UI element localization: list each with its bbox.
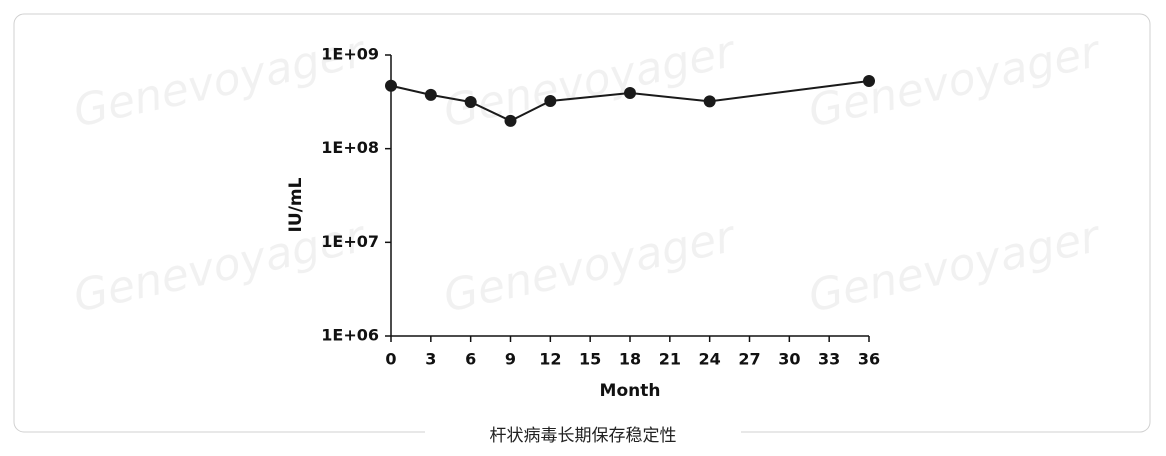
data-point <box>424 88 437 101</box>
watermarks: Genevoyager Genevoyager Genevoyager Gene… <box>69 26 1106 323</box>
x-tick-label: 9 <box>505 350 516 369</box>
data-point <box>385 79 397 92</box>
watermark: Genevoyager <box>69 211 371 323</box>
x-tick-label: 3 <box>425 350 436 369</box>
x-tick-label: 21 <box>659 350 681 369</box>
x-tick-label: 18 <box>619 350 641 369</box>
x-tick-label: 24 <box>699 350 721 369</box>
watermark: Genevoyager <box>439 211 741 323</box>
x-tick-label: 36 <box>858 350 880 369</box>
x-tick-label: 30 <box>778 350 800 369</box>
data-point <box>624 86 636 99</box>
x-tick-label: 15 <box>579 350 601 369</box>
x-tick-label: 6 <box>465 350 476 369</box>
series-line <box>390 79 870 122</box>
data-point <box>464 95 477 108</box>
x-tick-label: 33 <box>818 350 840 369</box>
x-tick-label: 27 <box>738 350 760 369</box>
data-point <box>544 94 557 107</box>
caption-backdrop <box>425 426 741 446</box>
y-tick-label: 1E+06 <box>321 326 379 345</box>
data-point <box>863 74 875 87</box>
y-tick-label: 1E+09 <box>321 45 379 64</box>
x-axis-title: Month <box>600 381 661 401</box>
watermark: Genevoyager <box>804 26 1106 138</box>
y-tick-label: 1E+08 <box>321 138 379 157</box>
watermark: Genevoyager <box>804 211 1106 323</box>
x-tick-label: 12 <box>539 350 561 369</box>
y-axis-title: IU/mL <box>286 177 306 232</box>
y-tick-label: 1E+07 <box>321 232 379 251</box>
chart-title: 杆状病毒长期保存稳定性 <box>490 426 677 446</box>
watermark: Genevoyager <box>69 26 371 138</box>
watermark: Genevoyager <box>439 26 741 138</box>
data-point <box>504 114 517 127</box>
data-point <box>703 95 716 108</box>
x-tick-label: 0 <box>385 350 396 369</box>
